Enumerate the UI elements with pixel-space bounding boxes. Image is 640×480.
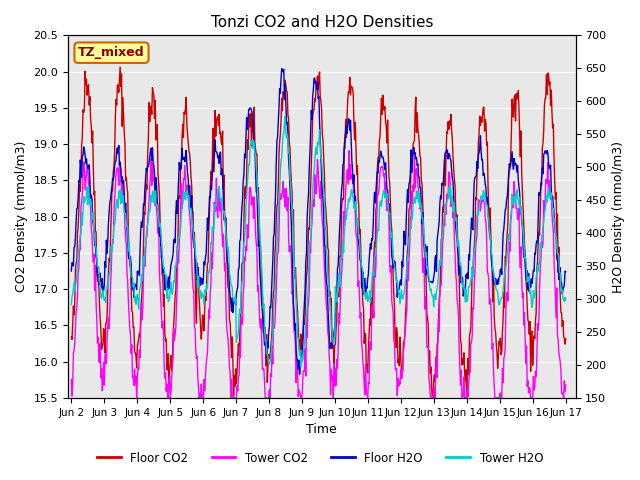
Tower H2O <box>562 297 570 303</box>
Floor CO2 <box>562 336 570 342</box>
Floor H2O <box>177 159 185 165</box>
Line: Floor CO2: Floor CO2 <box>71 67 566 398</box>
X-axis label: Time: Time <box>307 423 337 436</box>
Floor H2O <box>127 262 135 267</box>
Floor CO2 <box>128 309 136 314</box>
Tower H2O <box>394 284 402 290</box>
Floor CO2 <box>116 64 124 70</box>
Tower H2O <box>177 211 185 217</box>
Title: Tonzi CO2 and H2O Densities: Tonzi CO2 and H2O Densities <box>211 15 433 30</box>
Floor H2O <box>394 287 402 292</box>
Tower CO2 <box>345 148 353 154</box>
Tower CO2 <box>67 377 75 383</box>
Tower CO2 <box>178 205 186 211</box>
Floor H2O <box>278 66 285 72</box>
Floor CO2 <box>178 135 186 141</box>
Floor H2O <box>562 269 570 275</box>
Tower CO2 <box>127 350 135 356</box>
Y-axis label: CO2 Density (mmol/m3): CO2 Density (mmol/m3) <box>15 141 28 292</box>
Tower CO2 <box>394 375 402 381</box>
Tower CO2 <box>76 247 84 252</box>
Tower H2O <box>282 113 289 119</box>
Floor H2O <box>67 268 75 274</box>
Tower H2O <box>297 364 305 370</box>
Floor CO2 <box>204 259 212 265</box>
Floor CO2 <box>379 92 387 98</box>
Floor CO2 <box>394 332 401 337</box>
Y-axis label: H2O Density (mmol/m3): H2O Density (mmol/m3) <box>612 141 625 293</box>
Text: TZ_mixed: TZ_mixed <box>78 46 145 59</box>
Tower CO2 <box>380 173 387 179</box>
Tower CO2 <box>562 382 570 388</box>
Line: Floor H2O: Floor H2O <box>71 69 566 374</box>
Tower CO2 <box>204 330 212 336</box>
Tower H2O <box>76 233 84 239</box>
Floor CO2 <box>76 188 84 194</box>
Tower H2O <box>204 286 211 292</box>
Floor H2O <box>380 156 387 162</box>
Tower CO2 <box>133 395 141 401</box>
Legend: Floor CO2, Tower CO2, Floor H2O, Tower H2O: Floor CO2, Tower CO2, Floor H2O, Tower H… <box>92 447 548 469</box>
Floor CO2 <box>428 395 436 401</box>
Line: Tower H2O: Tower H2O <box>71 116 566 367</box>
Tower H2O <box>380 188 387 194</box>
Line: Tower CO2: Tower CO2 <box>71 151 566 398</box>
Floor CO2 <box>67 334 75 340</box>
Floor H2O <box>76 157 84 163</box>
Tower H2O <box>67 301 75 307</box>
Floor H2O <box>204 215 211 221</box>
Tower H2O <box>127 274 135 279</box>
Floor H2O <box>296 372 303 377</box>
